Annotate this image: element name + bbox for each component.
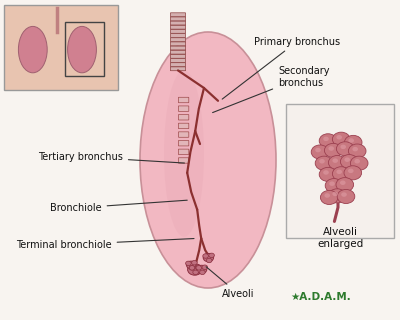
Circle shape xyxy=(340,145,346,149)
FancyBboxPatch shape xyxy=(178,132,189,137)
Circle shape xyxy=(188,264,202,275)
Text: Terminal bronchiole: Terminal bronchiole xyxy=(16,238,194,250)
Circle shape xyxy=(189,266,195,270)
Text: ★A.D.A.M.: ★A.D.A.M. xyxy=(290,292,351,302)
Circle shape xyxy=(195,265,201,269)
FancyBboxPatch shape xyxy=(178,123,189,129)
Text: Alveoli
enlarged: Alveoli enlarged xyxy=(317,227,363,249)
Circle shape xyxy=(332,132,350,146)
Circle shape xyxy=(336,170,342,174)
FancyBboxPatch shape xyxy=(170,29,186,33)
Circle shape xyxy=(186,261,196,269)
Circle shape xyxy=(344,166,362,180)
Circle shape xyxy=(348,144,366,158)
FancyBboxPatch shape xyxy=(170,42,186,46)
Circle shape xyxy=(200,270,205,275)
Circle shape xyxy=(352,147,358,151)
FancyBboxPatch shape xyxy=(178,106,189,111)
Circle shape xyxy=(319,134,337,148)
Circle shape xyxy=(328,146,334,151)
FancyBboxPatch shape xyxy=(170,34,186,37)
FancyBboxPatch shape xyxy=(170,63,186,67)
FancyBboxPatch shape xyxy=(4,5,118,90)
Circle shape xyxy=(192,260,197,265)
Circle shape xyxy=(320,190,338,204)
FancyBboxPatch shape xyxy=(170,59,186,62)
Circle shape xyxy=(319,159,325,164)
Circle shape xyxy=(328,156,346,170)
Circle shape xyxy=(348,169,354,173)
Circle shape xyxy=(332,158,338,163)
Circle shape xyxy=(196,266,202,270)
Circle shape xyxy=(341,192,347,197)
Circle shape xyxy=(324,143,342,157)
Ellipse shape xyxy=(164,70,204,237)
Circle shape xyxy=(336,178,354,192)
Circle shape xyxy=(311,145,329,159)
Circle shape xyxy=(206,258,212,263)
Text: Tertiary bronchus: Tertiary bronchus xyxy=(38,152,184,163)
FancyBboxPatch shape xyxy=(178,149,189,155)
Circle shape xyxy=(186,261,191,266)
FancyBboxPatch shape xyxy=(178,97,189,103)
Circle shape xyxy=(332,192,338,196)
Circle shape xyxy=(196,265,207,274)
FancyBboxPatch shape xyxy=(170,54,186,58)
FancyBboxPatch shape xyxy=(170,13,186,17)
Circle shape xyxy=(325,179,343,193)
Circle shape xyxy=(323,170,329,175)
Circle shape xyxy=(332,167,350,181)
FancyBboxPatch shape xyxy=(178,158,189,163)
Circle shape xyxy=(203,254,208,258)
Circle shape xyxy=(315,156,333,170)
FancyBboxPatch shape xyxy=(170,21,186,25)
Circle shape xyxy=(336,142,354,156)
FancyBboxPatch shape xyxy=(170,50,186,54)
Text: Secondary
bronchus: Secondary bronchus xyxy=(212,66,330,113)
FancyBboxPatch shape xyxy=(170,25,186,29)
Circle shape xyxy=(328,189,346,203)
Circle shape xyxy=(203,253,214,262)
Circle shape xyxy=(202,265,208,269)
Circle shape xyxy=(336,135,342,140)
Circle shape xyxy=(323,137,329,141)
Circle shape xyxy=(189,266,195,270)
Circle shape xyxy=(337,189,355,204)
Circle shape xyxy=(340,155,358,169)
FancyBboxPatch shape xyxy=(170,38,186,42)
Circle shape xyxy=(340,180,346,185)
Circle shape xyxy=(315,148,321,152)
Circle shape xyxy=(344,157,350,162)
Circle shape xyxy=(209,253,214,258)
FancyBboxPatch shape xyxy=(170,46,186,50)
Circle shape xyxy=(319,167,337,181)
FancyBboxPatch shape xyxy=(178,115,189,120)
FancyBboxPatch shape xyxy=(170,17,186,21)
FancyBboxPatch shape xyxy=(170,67,186,71)
Circle shape xyxy=(350,156,368,170)
FancyBboxPatch shape xyxy=(286,104,394,238)
Circle shape xyxy=(354,159,360,164)
Circle shape xyxy=(193,270,198,275)
Circle shape xyxy=(329,181,335,186)
Text: Bronchiole: Bronchiole xyxy=(50,200,187,213)
Circle shape xyxy=(324,193,330,198)
Ellipse shape xyxy=(18,27,47,73)
Ellipse shape xyxy=(140,32,276,288)
Text: Alveoli: Alveoli xyxy=(206,267,254,299)
Circle shape xyxy=(348,138,354,143)
Text: Primary bronchus: Primary bronchus xyxy=(222,36,340,99)
Ellipse shape xyxy=(68,27,96,73)
Circle shape xyxy=(344,135,362,149)
FancyBboxPatch shape xyxy=(178,140,189,146)
